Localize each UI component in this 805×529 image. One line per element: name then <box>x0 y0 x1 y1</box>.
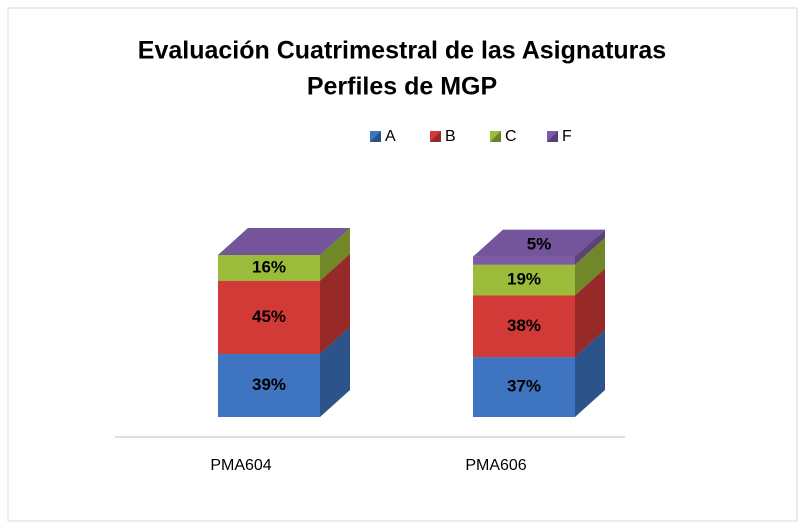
legend-label: F <box>562 128 572 145</box>
bar-side <box>320 326 350 417</box>
legend-swatch-shade <box>370 131 381 142</box>
bar-front <box>218 353 320 417</box>
bar-front <box>473 256 575 265</box>
bar-top <box>473 229 605 257</box>
bar-side <box>575 268 605 358</box>
bar-front <box>218 255 320 281</box>
data-label: 38% <box>507 316 541 335</box>
bar-side <box>575 330 605 417</box>
bar-side <box>575 237 605 296</box>
bar-front <box>473 295 575 358</box>
bar-front <box>473 264 575 296</box>
bar-side <box>320 253 350 354</box>
legend-label: C <box>505 128 517 145</box>
chart-title: Perfiles de MGP <box>307 73 497 101</box>
legend-label: A <box>385 128 396 145</box>
data-label: 16% <box>252 257 286 276</box>
data-label: 19% <box>507 270 541 289</box>
bar-top <box>218 228 350 255</box>
chart-frame <box>7 7 798 522</box>
bar-front <box>473 357 575 417</box>
bar-front <box>218 280 320 354</box>
bar-side <box>575 229 605 265</box>
chart-title: Evaluación Cuatrimestral de las Asignatu… <box>138 37 666 65</box>
legend-swatch-shade <box>547 131 558 142</box>
legend-swatch-shade <box>490 131 501 142</box>
bar-side <box>320 228 350 281</box>
data-label: 37% <box>507 377 541 396</box>
x-tick-label: PMA604 <box>210 457 271 474</box>
data-label: 5% <box>527 235 552 254</box>
legend-swatch-shade <box>430 131 441 142</box>
data-label: 45% <box>252 307 286 326</box>
legend-label: B <box>445 128 456 145</box>
x-tick-label: PMA606 <box>465 457 526 474</box>
data-label: 39% <box>252 375 286 394</box>
